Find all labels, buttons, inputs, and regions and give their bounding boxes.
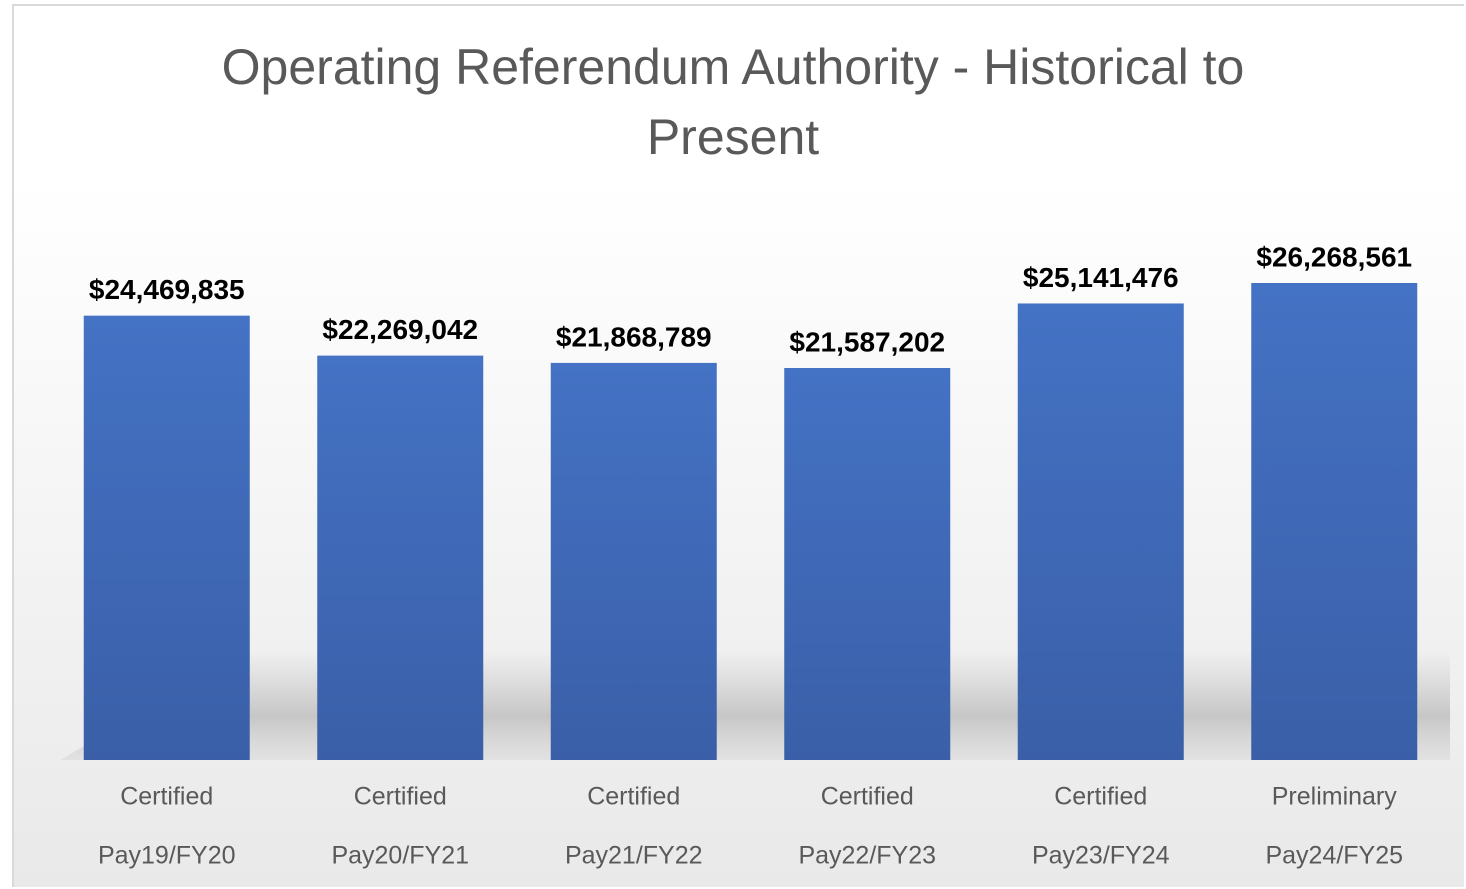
- x-tick-label: Certified: [821, 783, 914, 811]
- floor-shadow: [60, 650, 1450, 760]
- data-label: $21,868,789: [556, 321, 712, 352]
- chart-title: Operating Referendum Authority - Histori…: [221, 39, 1245, 165]
- bar: [83, 315, 250, 760]
- bar: [784, 368, 951, 760]
- x-tick-label: Certified: [587, 783, 680, 811]
- x-tick-label: Pay20/FY21: [331, 842, 469, 870]
- data-label: $24,469,835: [89, 274, 245, 305]
- x-tick-label: Pay19/FY20: [98, 842, 236, 870]
- x-tick-label: Preliminary: [1272, 783, 1398, 811]
- x-tick-label: Certified: [1054, 783, 1147, 811]
- x-tick-label: Certified: [120, 783, 213, 811]
- x-tick-label: Pay23/FY24: [1032, 842, 1170, 870]
- data-label: $21,587,202: [789, 326, 945, 357]
- bar: [1251, 283, 1418, 760]
- data-label: $22,269,042: [322, 314, 478, 345]
- x-tick-label: Pay21/FY22: [565, 842, 703, 870]
- bar: [317, 355, 484, 760]
- data-label: $25,141,476: [1023, 262, 1179, 293]
- data-label: $26,268,561: [1256, 241, 1412, 272]
- x-tick-label: Certified: [354, 783, 447, 811]
- bar: [550, 362, 717, 760]
- bar: [1017, 303, 1184, 760]
- x-tick-label: Pay22/FY23: [798, 842, 936, 870]
- x-tick-label: Pay24/FY25: [1265, 842, 1403, 870]
